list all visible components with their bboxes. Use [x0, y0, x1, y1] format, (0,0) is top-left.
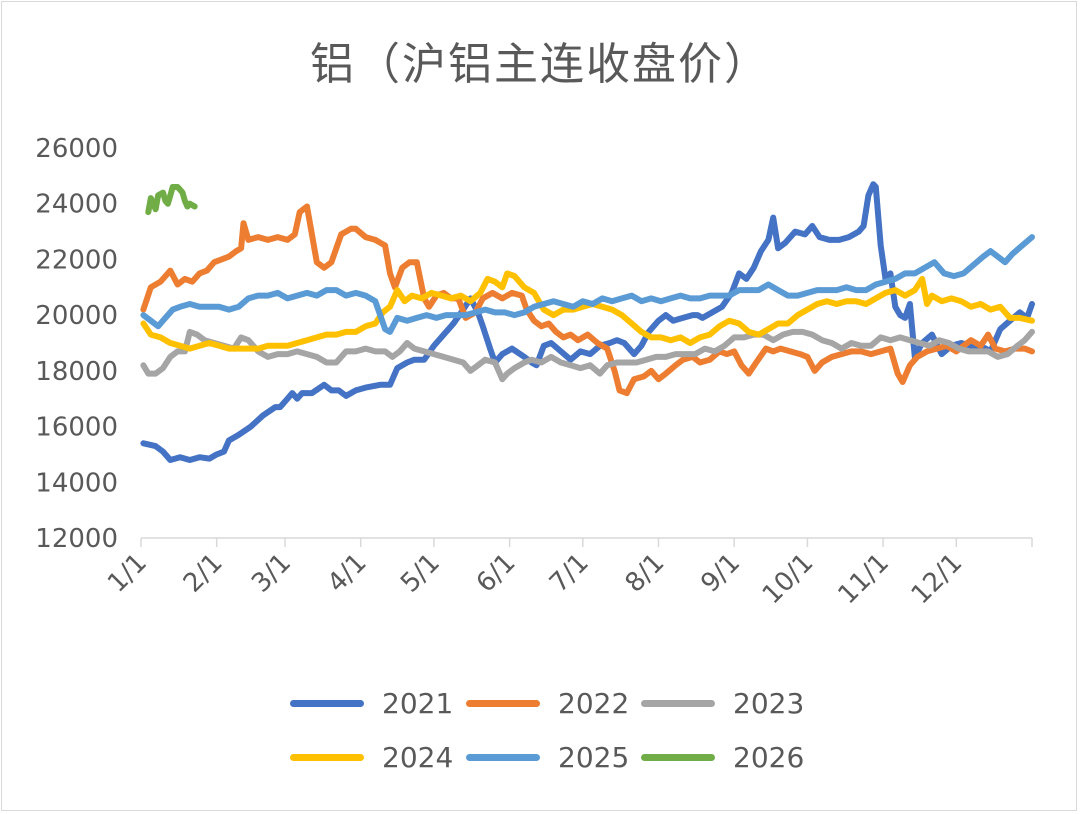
y-tick-label: 22000 [35, 245, 118, 275]
y-tick-label: 14000 [35, 468, 118, 498]
series-line-2023 [140, 328, 1035, 383]
legend-label: 2025 [558, 740, 630, 774]
legend-label: 2023 [733, 686, 805, 720]
legend-item-2024: 2024 [290, 740, 453, 774]
y-tick-label: 18000 [35, 357, 118, 387]
legend-item-2026: 2026 [641, 740, 804, 774]
y-tick-label: 16000 [35, 413, 118, 443]
legend-item-2022: 2022 [466, 686, 629, 720]
x-tick-label: 1/1 [102, 548, 153, 599]
x-tick-label: 11/1 [833, 548, 896, 611]
series-line-2021 [140, 181, 1035, 463]
x-tick-label: 6/1 [471, 548, 522, 599]
x-tick-label: 8/1 [620, 548, 671, 599]
x-axis: 1/1 2/1 3/1 4/1 5/1 6/1 7/1 8/1 9/1 10/1 11/1 12/1 [102, 537, 1033, 611]
legend-label: 2026 [733, 740, 805, 774]
legend-swatch [466, 753, 540, 761]
legend-item-2023: 2023 [641, 686, 804, 720]
series-lines [140, 181, 1035, 463]
series-line-2026 [145, 184, 198, 216]
legend-swatch [290, 699, 364, 707]
y-tick-label: 24000 [35, 190, 118, 220]
x-tick-label: 7/1 [544, 548, 595, 599]
series-line-2025 [140, 234, 1035, 335]
legend-label: 2021 [382, 686, 454, 720]
x-tick-label: 12/1 [906, 548, 969, 611]
x-tick-label: 4/1 [322, 548, 373, 599]
series-line-2022 [140, 203, 1035, 397]
x-tick-label: 10/1 [757, 548, 820, 611]
x-tick-label: 3/1 [246, 548, 297, 599]
x-tick-label: 9/1 [695, 548, 746, 599]
x-tick-label: 5/1 [395, 548, 446, 599]
y-tick-label: 12000 [35, 524, 118, 554]
legend-swatch [641, 699, 715, 707]
x-tick-label: 2/1 [178, 548, 229, 599]
legend-swatch [641, 753, 715, 761]
series-line-2024 [140, 270, 1035, 352]
legend-label: 2024 [382, 740, 454, 774]
legend-swatch [290, 753, 364, 761]
legend-swatch [466, 699, 540, 707]
y-tick-label: 26000 [35, 134, 118, 164]
legend-item-2025: 2025 [466, 740, 629, 774]
chart-title: 铝（沪铝主连收盘价） [310, 39, 770, 90]
legend-label: 2022 [558, 686, 630, 720]
legend-item-2021: 2021 [290, 686, 453, 720]
y-tick-label: 20000 [35, 301, 118, 331]
y-axis-ticks: 12000 14000 16000 18000 20000 22000 24000 26000 [35, 134, 118, 554]
